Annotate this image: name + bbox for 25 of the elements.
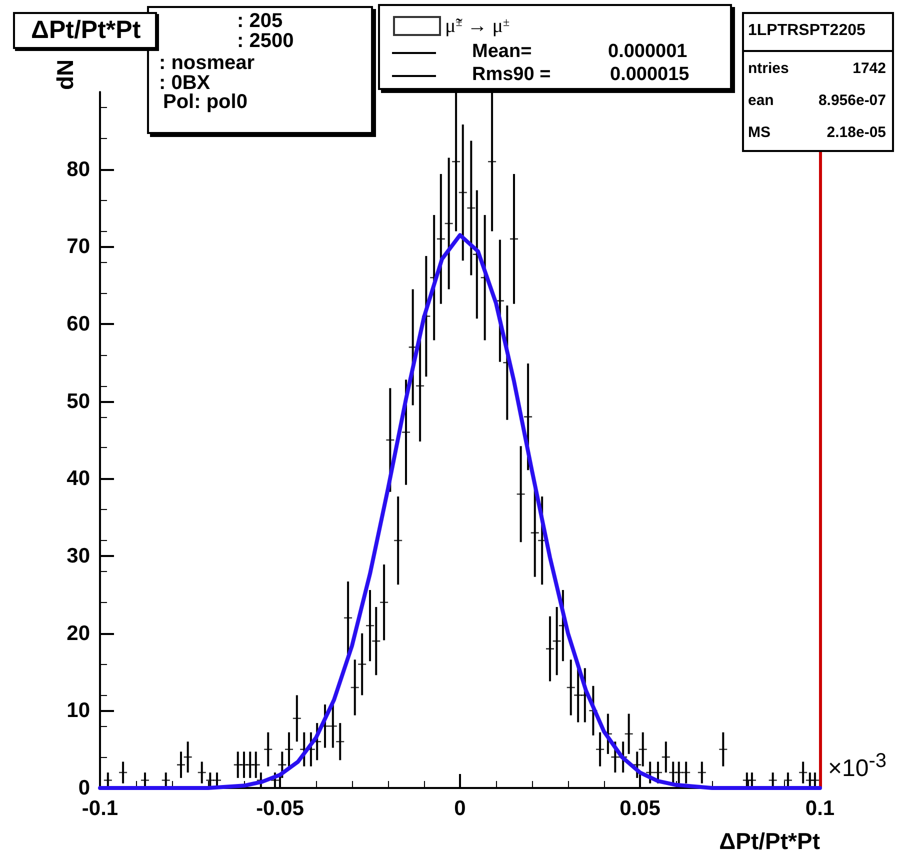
stats-box: 1LPTRSPT2205 ntries 1742 ean 8.956e-07 MS 2.18e-05	[742, 12, 894, 152]
y-tick-label: 10	[66, 699, 90, 722]
title-box: ΔPt/Pt*Pt	[13, 12, 157, 49]
y-tick-label: 0	[78, 776, 90, 800]
annotation: : 0BX	[159, 72, 210, 94]
text: ×10$^{-3}$	[828, 750, 887, 783]
y-tick-label: 60	[66, 312, 90, 336]
annotation: MS	[748, 124, 770, 141]
text-box: : 205 : 2500 : nosmear : 0BX Pol: pol0	[147, 6, 373, 134]
y-tick-label: 50	[66, 390, 90, 413]
annotation: ean	[748, 92, 774, 109]
x-tick-label: -0.1	[82, 797, 118, 820]
y-axis-title: dN	[52, 59, 79, 90]
annotation: Pol: pol0	[163, 91, 248, 114]
y-tick-label: 40	[66, 467, 90, 490]
x-tick-label: 0.1	[805, 797, 835, 820]
y-tick-label: 70	[66, 235, 90, 258]
x-tick-label: 0.05	[620, 797, 661, 820]
x-tick-label: 0	[454, 797, 466, 820]
y-tick-label: 20	[66, 622, 90, 645]
x-tick-label: -0.05	[256, 797, 304, 820]
annotation: 8.956e-07	[818, 92, 886, 109]
x-axis-title: ΔPt/Pt*Pt	[719, 828, 820, 855]
y-tick-label: 30	[66, 544, 90, 568]
y-tick-label: 80	[66, 158, 90, 181]
